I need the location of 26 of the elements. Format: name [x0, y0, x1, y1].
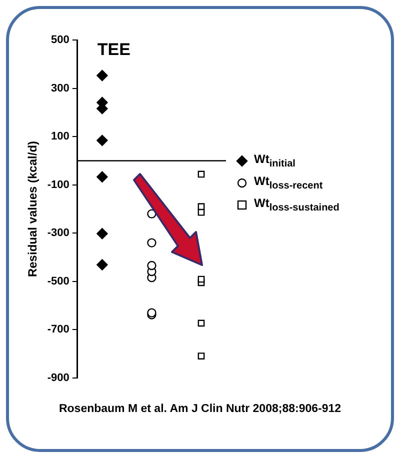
point	[96, 259, 108, 270]
point	[198, 276, 205, 283]
point	[96, 171, 108, 182]
point	[96, 70, 108, 82]
y-axis-title: Residual values (kcal/d)	[26, 140, 40, 278]
y-tick-label: -500	[47, 275, 70, 288]
point	[198, 203, 205, 210]
text: Rosenbaum M et al. Am J Clin Nutr 2008;88:906-912	[58, 403, 342, 415]
point	[198, 320, 205, 327]
y-tick-label: -700	[47, 324, 70, 336]
y-tick-label: -300	[47, 227, 70, 240]
legend-label: Wt$_{initial}$	[254, 152, 296, 170]
y-tick-label: -100	[47, 178, 70, 191]
legend-label: Wt$_{loss-recent}$	[254, 174, 323, 192]
y-tick-label: 300	[51, 82, 70, 94]
point	[198, 170, 205, 178]
y-tick-label: 100	[51, 130, 70, 143]
point	[198, 352, 205, 360]
point	[147, 238, 156, 248]
legend-label: Wt$_{loss-sustained}$	[254, 196, 340, 214]
point	[96, 228, 108, 240]
chart-title: TEE	[97, 40, 130, 60]
point	[96, 134, 108, 146]
y-tick-label: 500	[51, 34, 70, 46]
point	[147, 260, 156, 270]
y-tick-label: -900	[47, 372, 70, 384]
